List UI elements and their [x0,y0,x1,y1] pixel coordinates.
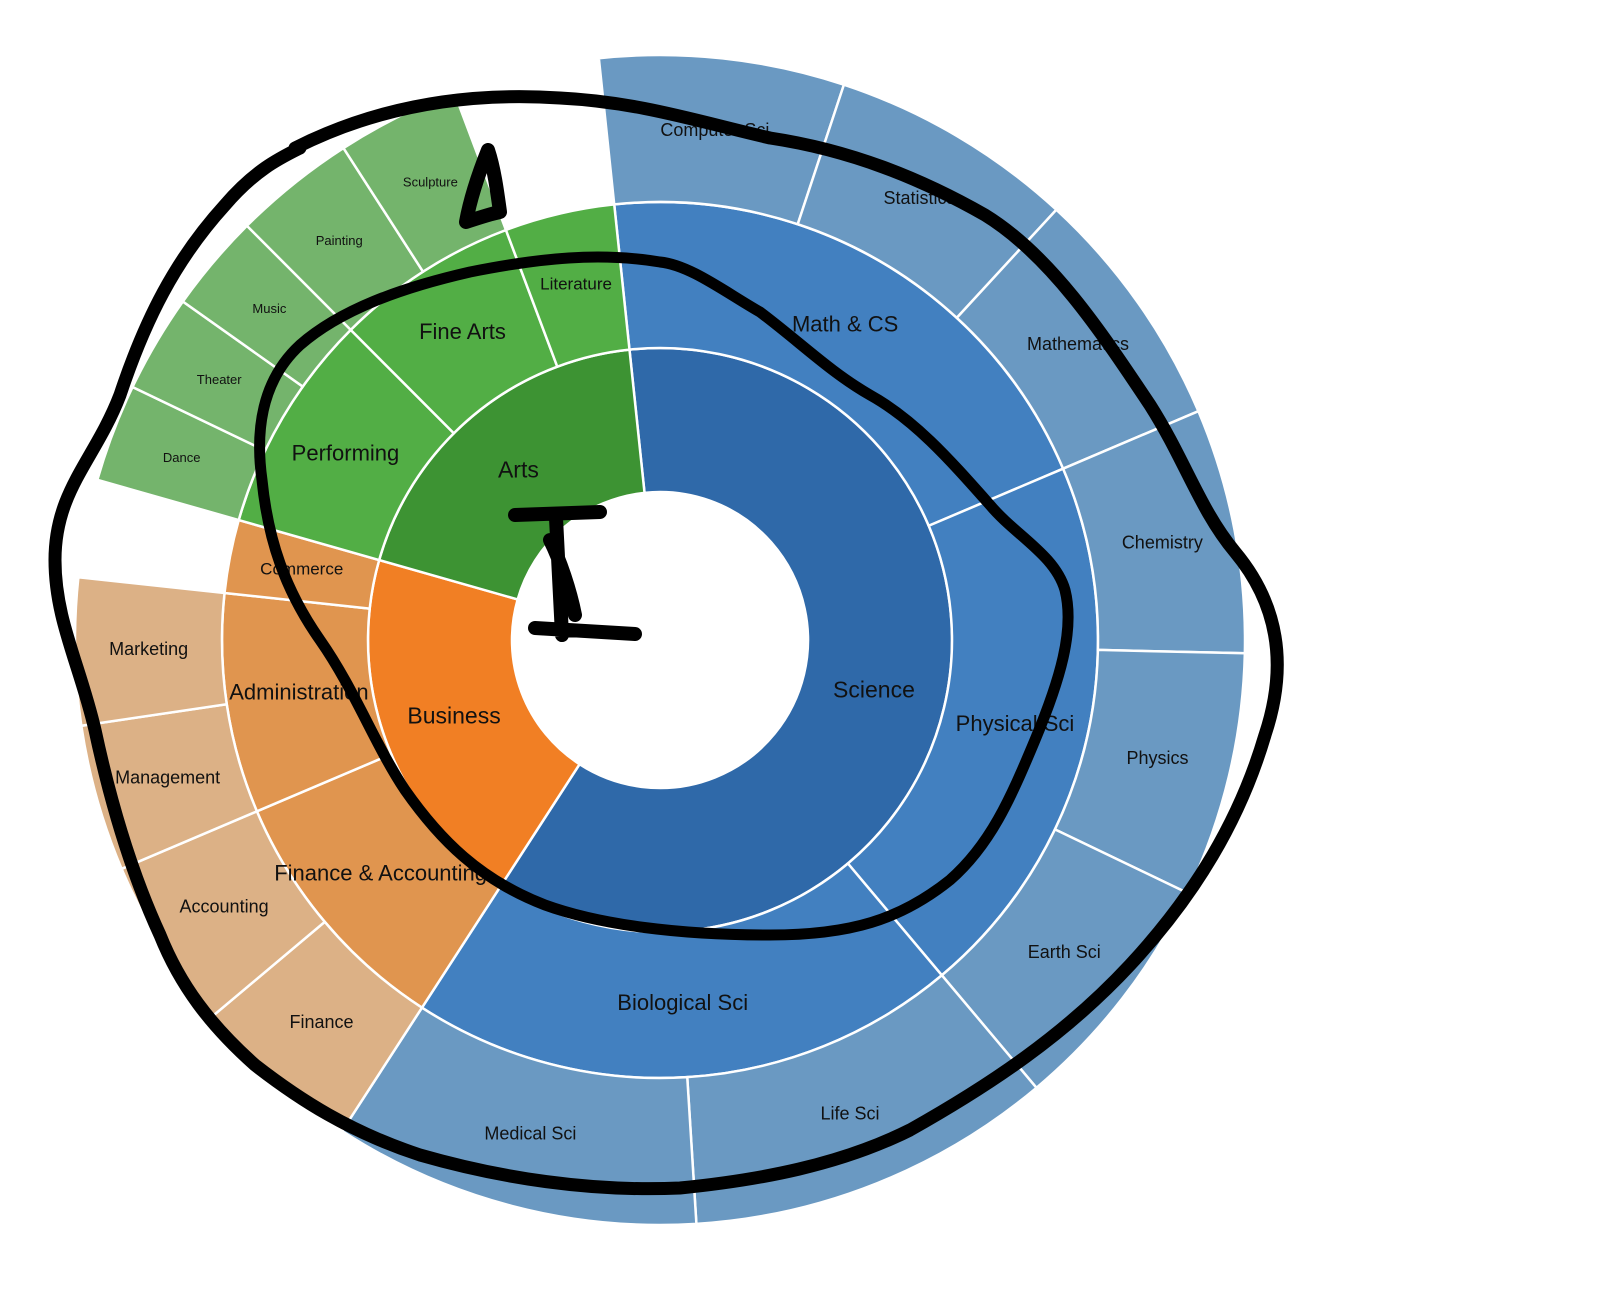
label-earth-sci: Earth Sci [1028,942,1101,962]
label-sculpture: Sculpture [403,174,458,189]
label-fine-arts: Fine Arts [419,319,506,344]
label-physical-sci: Physical Sci [956,711,1075,736]
label-performing: Performing [292,441,400,466]
label-arts: Arts [498,457,539,483]
label-dance: Dance [163,450,201,465]
label-business: Business [407,702,500,728]
label-physics: Physics [1126,748,1188,768]
label-chemistry: Chemistry [1122,532,1203,552]
label-music: Music [252,301,286,316]
sunburst-segments [73,53,1247,1227]
ink-mark-top [459,143,507,229]
label-medical-sci: Medical Sci [484,1124,576,1144]
outer-ink-loop [48,90,1284,1196]
label-literature: Literature [540,274,612,293]
label-painting: Painting [316,233,363,248]
label-management: Management [115,767,220,787]
label-science: Science [833,676,915,702]
label-life-sci: Life Sci [821,1104,880,1124]
inner-ink-loop [254,251,1074,941]
label-accounting: Accounting [180,896,269,916]
label-marketing: Marketing [109,639,188,659]
label-finance-accounting: Finance & Accounting [274,861,487,886]
segment-literature[interactable] [504,203,631,369]
label-biological-sci: Biological Sci [617,990,748,1015]
label-finance: Finance [289,1012,353,1032]
hand-drawn-annotations [48,90,1284,1196]
label-theater: Theater [197,372,242,387]
ink-mark-center [508,505,642,642]
label-math-cs: Math & CS [792,311,898,336]
label-commerce: Commerce [260,560,343,579]
